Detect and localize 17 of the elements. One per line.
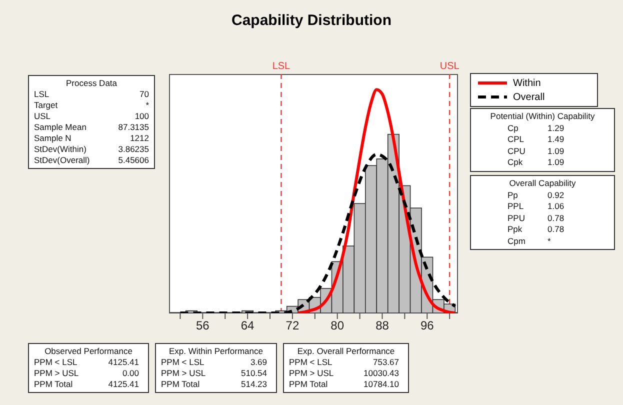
text: Exp. Within Performance PPM < LSL 3.69 PPM > USL 510.54 PPM Total 514.23 [161,346,267,389]
x-tick-label: 56 [196,318,210,333]
x-tick-label: 72 [286,318,300,333]
text: Process Data LSL 70 Target * USL 100 Sample Mean 87.3135 Sample N 1212 StDev(Within) 3.86235 StDev(Overall) 5.45606 [34,78,149,165]
legend-label: Within [513,78,541,88]
ref-line-label: USL [440,61,460,72]
text: Potential (Within) Capability Cp 1.29 CPL 1.49 CPU 1.09 Cpk 1.09 [490,111,595,167]
ref-line-label: LSL [272,61,291,72]
legend-label: Overall [513,92,545,102]
x-tick-label: 96 [420,318,434,333]
x-tick-label: 80 [330,318,344,333]
text: Overall Capability Pp 0.92 PPL 1.06 PPU 0.78 Ppk 0.78 Cpm * [508,178,576,246]
text: Exp. Overall Performance PPM < LSL 753.67 PPM > USL 10030.43 PPM Total 10784.10 [289,346,399,389]
chart-title: Capability Distribution [230,12,392,29]
x-tick-label: 88 [376,318,390,333]
x-tick-label: 64 [240,318,255,333]
text: Observed Performance PPM < LSL 4125.41 PPM > USL 0.00 PPM Total 4125.41 [34,346,139,389]
